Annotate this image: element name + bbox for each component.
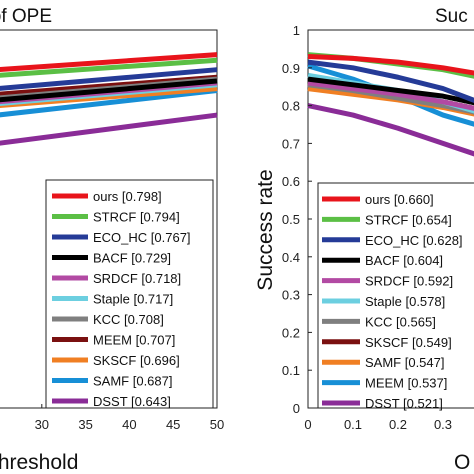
y-tick-label: 0.8 xyxy=(282,99,300,114)
series-line-3 xyxy=(307,76,474,106)
y-tick-label: 0.6 xyxy=(282,174,300,189)
left-x-axis-label: threshold xyxy=(0,451,78,474)
legend-label: KCC [0.565] xyxy=(365,314,436,329)
y-tick-label: 0.5 xyxy=(282,212,300,227)
legend-label: SAMF [0.687] xyxy=(93,374,172,389)
left-chart-title: s of OPE xyxy=(0,6,52,27)
series-line-0 xyxy=(0,52,218,73)
x-tick-label: 35 xyxy=(78,417,92,432)
x-tick-label: 30 xyxy=(35,417,49,432)
legend-label: ours [0.660] xyxy=(365,192,434,207)
right-x-ticks: 0 0.1 0.2 0.3 xyxy=(304,404,452,432)
x-tick-label: 0.1 xyxy=(344,417,362,432)
legend-label: Staple [0.717] xyxy=(93,292,173,307)
right-x-axis-label: O xyxy=(454,451,470,474)
legend-label: MEEM [0.537] xyxy=(365,376,447,391)
legend-label: Staple [0.578] xyxy=(365,294,445,309)
series-line-4 xyxy=(307,80,474,111)
series-line-10 xyxy=(0,112,218,146)
y-tick-label: 0 xyxy=(293,401,300,416)
left-series-lines xyxy=(0,52,218,146)
legend-label: SRDCF [0.592] xyxy=(365,274,453,289)
legend-label: STRCF [0.794] xyxy=(93,210,180,225)
legend-label: SKSCF [0.696] xyxy=(93,353,180,368)
series-line-2 xyxy=(307,59,474,103)
series-line-10 xyxy=(307,103,474,157)
legend-label: BACF [0.604] xyxy=(365,253,443,268)
legend-label: MEEM [0.707] xyxy=(93,333,175,348)
legend-label: SKSCF [0.549] xyxy=(365,335,452,350)
x-tick-label: 40 xyxy=(122,417,136,432)
x-tick-label: 0.2 xyxy=(389,417,407,432)
right-chart-title: Suc xyxy=(435,6,468,27)
y-tick-label: 0.7 xyxy=(282,136,300,151)
legend-label: SRDCF [0.718] xyxy=(93,271,181,286)
y-tick-label: 0.4 xyxy=(282,250,300,265)
right-legend: ours [0.660] STRCF [0.654] ECO_HC [0.628] B… xyxy=(317,182,474,411)
right-y-axis-label: Success rate xyxy=(254,169,277,290)
legend-label: DSST [0.521] xyxy=(365,396,443,411)
series-line-2 xyxy=(0,67,218,91)
legend-label: ECO_HC [0.767] xyxy=(93,230,191,245)
y-tick-label: 0.9 xyxy=(282,61,300,76)
legend-label: DSST [0.643] xyxy=(93,394,171,409)
x-tick-label: 0.3 xyxy=(434,417,452,432)
right-chart-panel: Suc 0 0.1 0.2 0.3 0.4 0.5 0.6 0.7 0.8 0.9 1 0 0.1 0.… xyxy=(254,6,474,474)
x-tick-label: 50 xyxy=(210,417,224,432)
y-tick-label: 0.2 xyxy=(282,325,300,340)
right-y-ticks: 0 0.1 0.2 0.3 0.4 0.5 0.6 0.7 0.8 0.9 1 xyxy=(282,23,312,416)
left-x-ticks: 30 35 40 45 50 xyxy=(35,404,224,432)
series-line-9 xyxy=(0,87,218,118)
right-series-lines xyxy=(307,52,474,157)
left-chart-panel: s of OPE 30 35 40 45 50 ours [0.798] STRCF [0… xyxy=(0,6,224,474)
legend-label: BACF [0.729] xyxy=(93,251,171,266)
series-line-0 xyxy=(307,53,474,76)
series-line-3 xyxy=(0,78,218,103)
legend-label: STRCF [0.654] xyxy=(365,212,452,227)
x-tick-label: 0 xyxy=(304,417,311,432)
left-legend: ours [0.798] STRCF [0.794] ECO_HC [0.767] B… xyxy=(45,179,214,409)
legend-label: KCC [0.708] xyxy=(93,312,164,327)
legend-label: SAMF [0.547] xyxy=(365,355,444,370)
x-tick-label: 45 xyxy=(166,417,180,432)
legend-label: ECO_HC [0.628] xyxy=(365,233,463,248)
legend-label: ours [0.798] xyxy=(93,189,162,204)
y-tick-label: 1 xyxy=(293,23,300,38)
y-tick-label: 0.3 xyxy=(282,288,300,303)
y-tick-label: 0.1 xyxy=(282,363,300,378)
series-line-1 xyxy=(0,57,218,78)
